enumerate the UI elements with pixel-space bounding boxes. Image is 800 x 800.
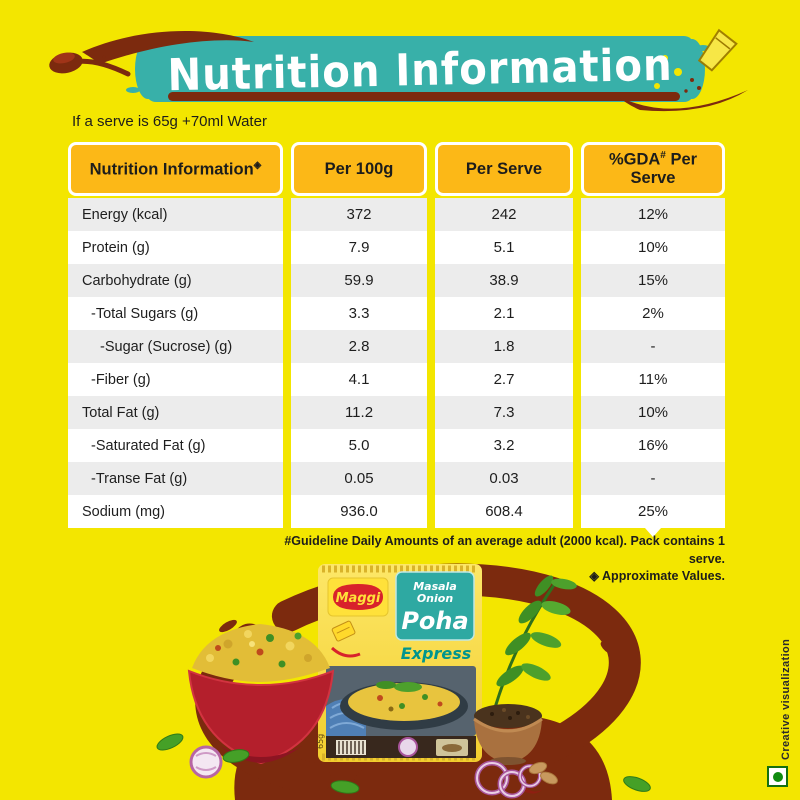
row-value: 2.1	[435, 297, 573, 330]
nutrition-table: Nutrition Information◈ Per 100g Per Serve%…	[68, 142, 725, 528]
poha-badge: Masala Onion Poha	[395, 571, 475, 641]
express-label: Express	[401, 644, 472, 663]
row-value: 608.4	[435, 495, 573, 528]
row-value: -	[581, 330, 725, 363]
table-row: Sodium (mg) 936.0 608.4 25%	[68, 495, 725, 528]
brush-stroke-top	[82, 31, 254, 64]
row-value: 2.8	[291, 330, 427, 363]
table-row: Energy (kcal) 372 242 12%	[68, 198, 725, 231]
row-label: Carbohydrate (g)	[68, 264, 283, 297]
table-row: -Fiber (g) 4.1 2.7 11%	[68, 363, 725, 396]
table-row: -Transe Fat (g) 0.05 0.03-	[68, 462, 725, 495]
row-value: 59.9	[291, 264, 427, 297]
row-value: 5.1	[435, 231, 573, 264]
packet-weight: 65g	[316, 734, 325, 749]
row-value: 11.2	[291, 396, 427, 429]
maggi-logo-text: Maggi	[336, 591, 381, 606]
header-cell: Nutrition Information◈	[68, 142, 283, 196]
curry-leaves	[490, 575, 577, 719]
row-label: Total Fat (g)	[68, 396, 283, 429]
peanuts	[528, 761, 558, 785]
table-pointer-triangle	[645, 528, 661, 537]
brush-underline	[168, 92, 680, 101]
row-value: 12%	[581, 198, 725, 231]
table-row: Carbohydrate (g) 59.9 38.9 15%	[68, 264, 725, 297]
row-value: 4.1	[291, 363, 427, 396]
spice-bowl	[473, 704, 543, 765]
row-value: 936.0	[291, 495, 427, 528]
row-label: Protein (g)	[68, 231, 283, 264]
header-cell: %GDA# Per Serve	[581, 142, 725, 196]
row-value: 0.05	[291, 462, 427, 495]
row-value: 11%	[581, 363, 725, 396]
onion-slice	[189, 745, 223, 779]
footnotes: #Guideline Daily Amounts of an average a…	[260, 533, 725, 586]
spice-spoon-icon	[49, 48, 131, 77]
credit-text: Creative visualization	[780, 638, 792, 760]
table-body: Energy (kcal) 372 242 12% Protein (g) 7.9 5.1 1…	[68, 198, 725, 528]
row-value: 7.3	[435, 396, 573, 429]
row-value: 242	[435, 198, 573, 231]
footnote-approximate: ◈ Approximate Values.	[589, 569, 725, 583]
row-value: 372	[291, 198, 427, 231]
row-value: 0.03	[435, 462, 573, 495]
packet-bottom-strip	[326, 736, 476, 758]
row-value: 1.8	[435, 330, 573, 363]
row-value: 25%	[581, 495, 725, 528]
header-cell: Per 100g	[291, 142, 427, 196]
maggi-logo: Maggi	[327, 577, 389, 617]
banner-band	[126, 36, 710, 102]
row-label: -Sugar (Sucrose) (g)	[68, 330, 283, 363]
table-row: -Total Sugars (g) 3.3 2.1 2%	[68, 297, 725, 330]
row-value: 3.2	[435, 429, 573, 462]
product-packet: Maggi Masala Onion Poha Express	[316, 564, 482, 762]
banner-title: Nutrition Information	[167, 40, 673, 102]
row-value: 10%	[581, 396, 725, 429]
row-label: Energy (kcal)	[68, 198, 283, 231]
table-header-row: Nutrition Information◈ Per 100g Per Serve%…	[68, 142, 725, 196]
row-value: -	[581, 462, 725, 495]
row-value: 5.0	[291, 429, 427, 462]
row-label: Sodium (mg)	[68, 495, 283, 528]
product-name: Poha	[401, 607, 468, 635]
packet-photo	[326, 666, 476, 736]
scattered-leaves	[156, 733, 651, 794]
variant-line1: Masala	[413, 580, 457, 593]
row-value: 2%	[581, 297, 725, 330]
row-value: 7.9	[291, 231, 427, 264]
onion-rings	[474, 760, 542, 799]
brush-stroke-right	[618, 90, 748, 112]
serving-note: If a serve is 65g +70ml Water	[72, 113, 267, 130]
row-label: -Transe Fat (g)	[68, 462, 283, 495]
banner: Nutrition Information	[49, 28, 748, 112]
table-row: Protein (g) 7.9 5.1 10%	[68, 231, 725, 264]
header-cell: Per Serve	[435, 142, 573, 196]
footnote-gda: #Guideline Daily Amounts of an average a…	[284, 534, 725, 566]
chili	[525, 788, 542, 794]
row-value: 3.3	[291, 297, 427, 330]
row-value: 16%	[581, 429, 725, 462]
row-value: 2.7	[435, 363, 573, 396]
masala-shaker-icon	[684, 28, 738, 93]
row-value: 38.9	[435, 264, 573, 297]
product-hero: Maggi Masala Onion Poha Express	[156, 563, 651, 800]
row-label: -Fiber (g)	[68, 363, 283, 396]
variant-line2: Onion	[417, 592, 454, 605]
sachet-icon	[330, 620, 361, 658]
row-value: 10%	[581, 231, 725, 264]
row-label: -Total Sugars (g)	[68, 297, 283, 330]
table-row: -Saturated Fat (g) 5.0 3.2 16%	[68, 429, 725, 462]
row-value: 15%	[581, 264, 725, 297]
table-row: Total Fat (g) 11.2 7.3 10%	[68, 396, 725, 429]
row-label: -Saturated Fat (g)	[68, 429, 283, 462]
veg-mark-icon	[767, 766, 788, 787]
table-row: -Sugar (Sucrose) (g) 2.8 1.8-	[68, 330, 725, 363]
